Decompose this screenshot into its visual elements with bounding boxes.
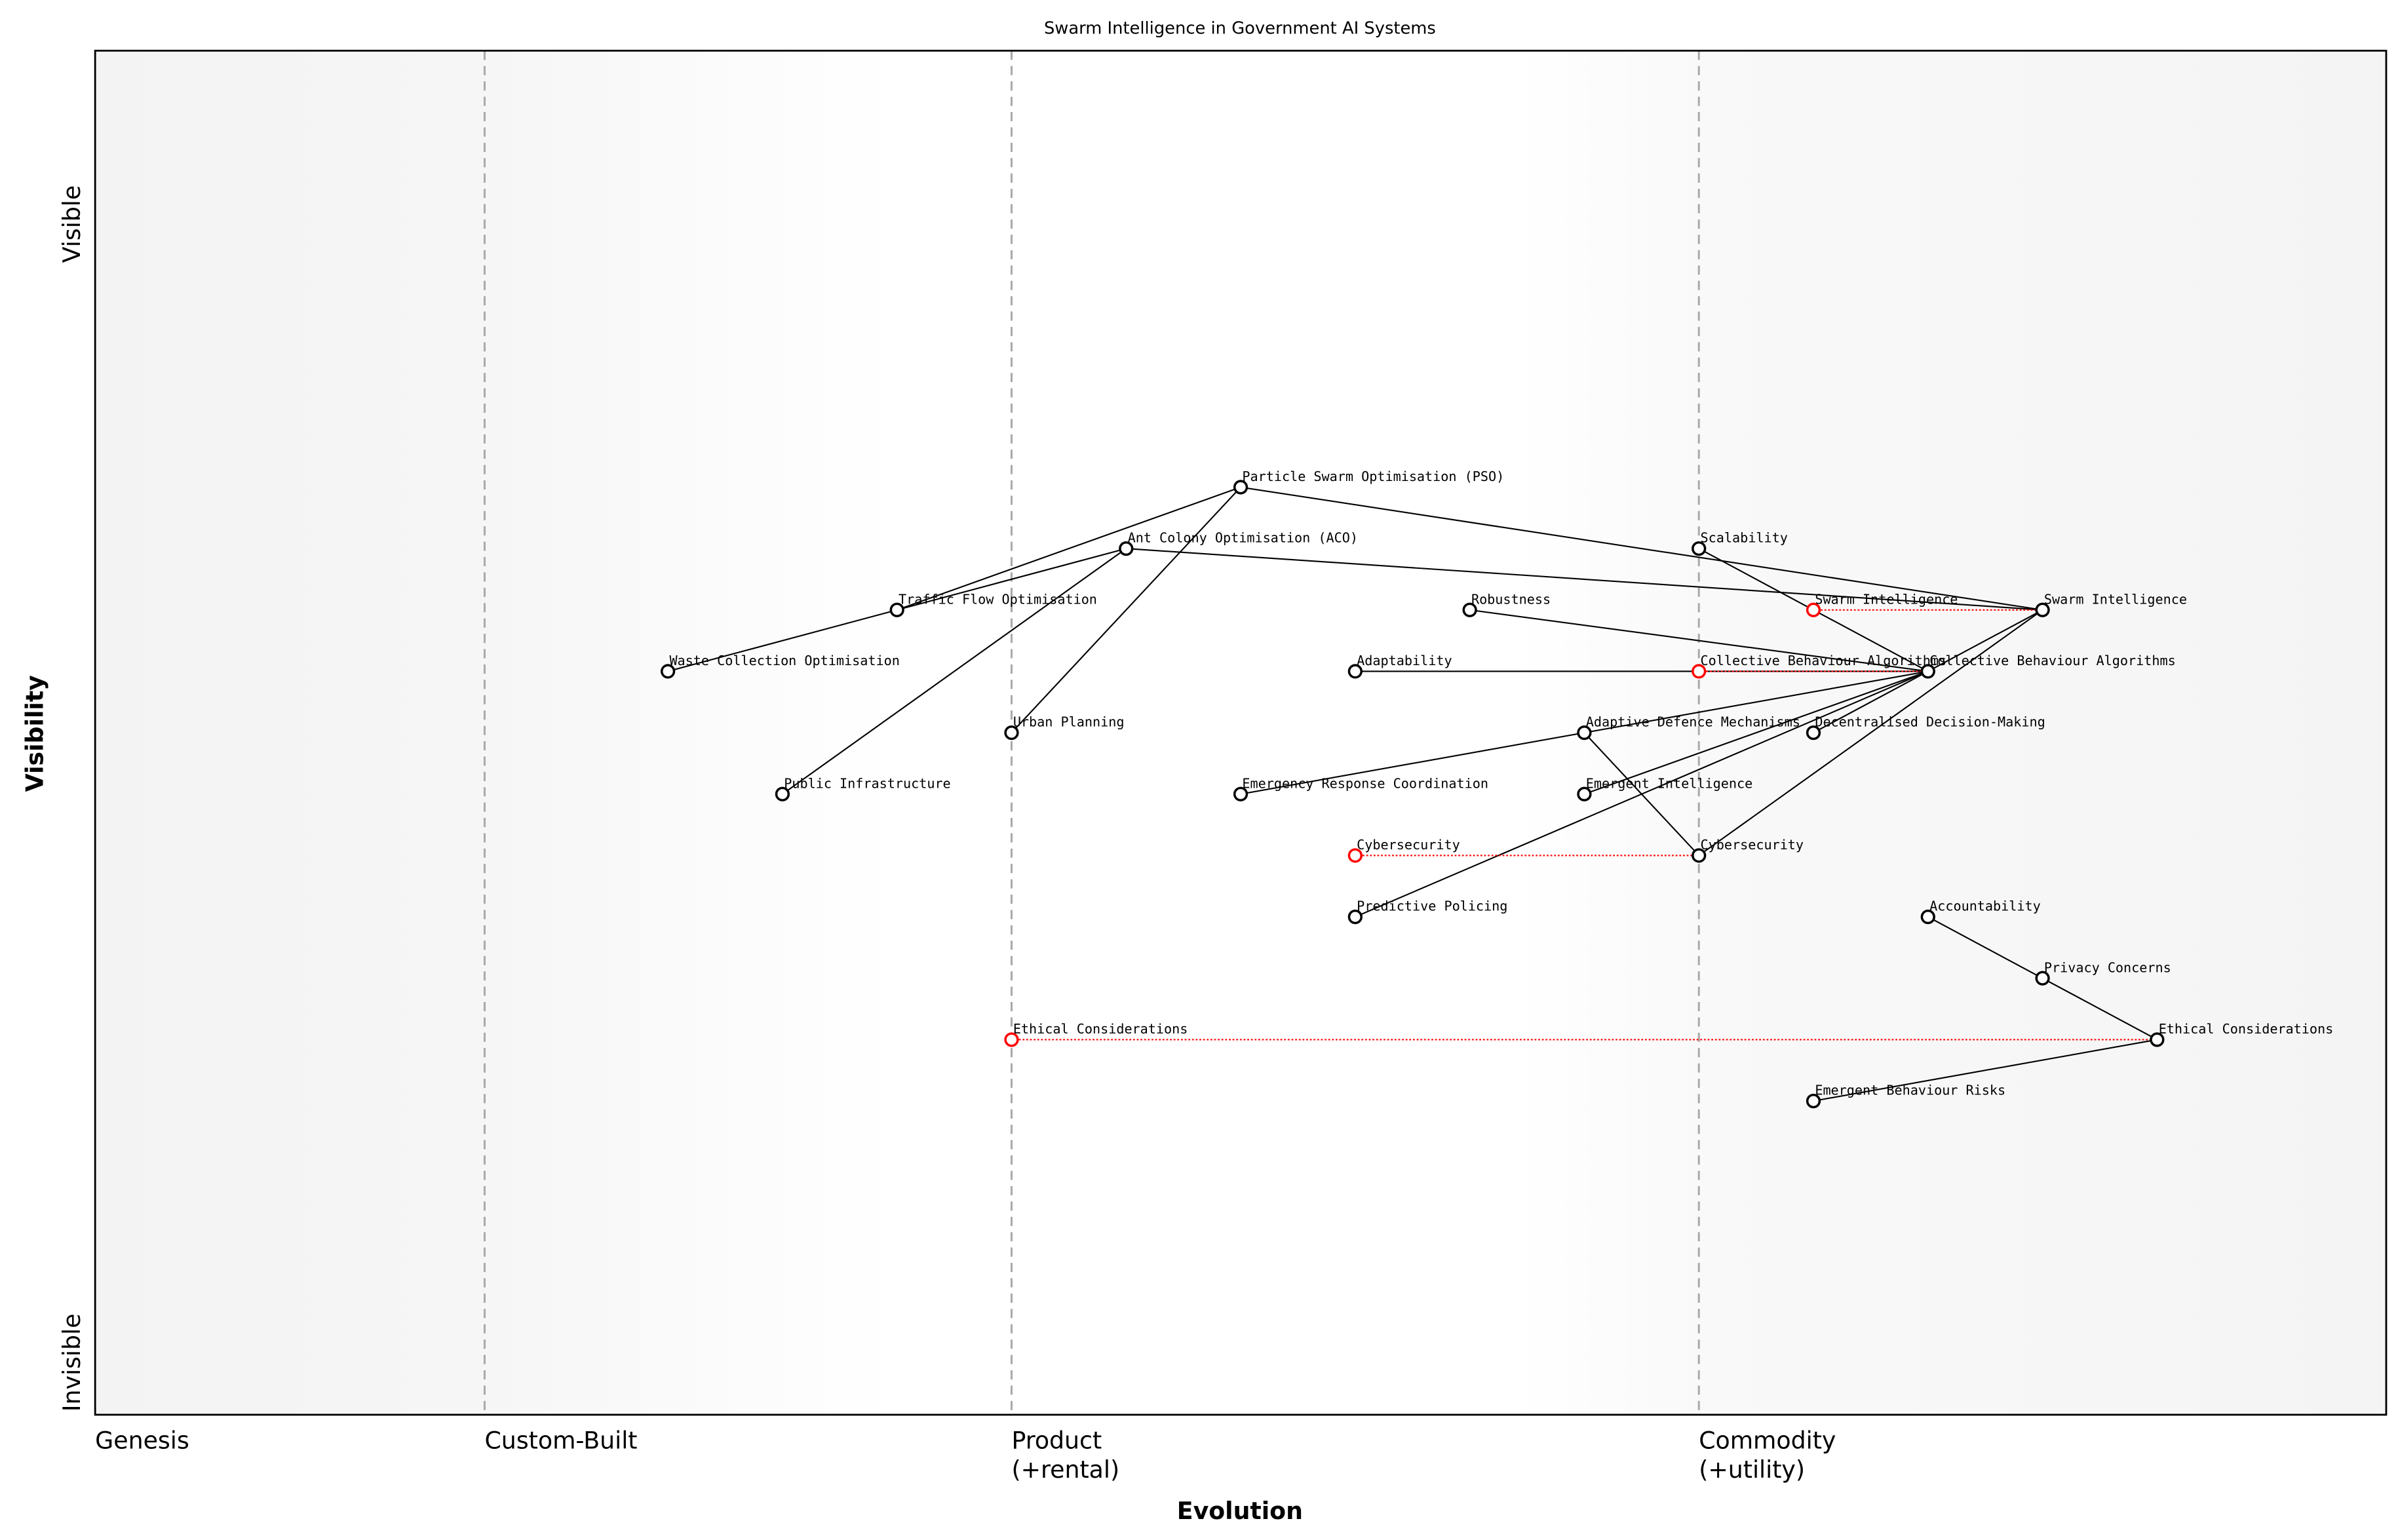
evolved-component-label: Swarm Intelligence — [1815, 591, 1958, 607]
component-label: Predictive Policing — [1357, 898, 1507, 914]
component-label: Scalability — [1701, 530, 1788, 546]
dependency-link — [1126, 548, 2043, 611]
y-axis-label: Visibility — [21, 675, 49, 792]
component-label: Emergent Behaviour Risks — [1815, 1083, 2005, 1098]
dependency-link — [1813, 670, 1929, 734]
component-node[interactable] — [1577, 786, 1592, 801]
dependency-link — [1469, 609, 1928, 672]
evolved-component-node[interactable] — [1347, 848, 1363, 863]
component-node[interactable] — [1692, 541, 1707, 556]
dependency-link — [1011, 486, 1241, 733]
component-label: Decentralised Decision-Making — [1815, 714, 2045, 730]
evolved-component-label: Ethical Considerations — [1013, 1021, 1188, 1037]
component-label: Accountability — [1929, 898, 2041, 914]
component-label: Cybersecurity — [1701, 837, 1804, 853]
dependency-link — [2042, 977, 2158, 1041]
dependency-link — [667, 609, 897, 672]
component-label: Particle Swarm Optimisation (PSO) — [1242, 469, 1504, 484]
component-node[interactable] — [2150, 1032, 2165, 1047]
component-label: Public Infrastructure — [784, 775, 950, 791]
component-label: Waste Collection Optimisation — [669, 653, 899, 668]
component-label: Adaptability — [1357, 653, 1452, 668]
plot-frame — [94, 49, 2388, 1416]
component-node[interactable] — [1806, 725, 1821, 741]
evolved-component-node[interactable] — [1692, 664, 1707, 679]
y-tick-visible: Visible — [58, 185, 86, 263]
component-node[interactable] — [1119, 541, 1134, 556]
component-node[interactable] — [1692, 848, 1707, 863]
stage-label: Custom-Built — [484, 1426, 637, 1454]
component-node[interactable] — [1347, 909, 1363, 925]
component-node[interactable] — [1233, 480, 1248, 495]
stage-label: Product (+rental) — [1011, 1426, 1119, 1483]
dependency-link — [1240, 732, 1585, 795]
component-label: Emergency Response Coordination — [1242, 775, 1488, 791]
component-label: Adaptive Defence Mechanisms — [1586, 714, 1800, 730]
component-node[interactable] — [1920, 909, 1935, 925]
component-node[interactable] — [2035, 971, 2050, 986]
evolved-component-label: Collective Behaviour Algorithms — [1701, 653, 1947, 668]
dependency-link — [1698, 609, 2043, 857]
y-tick-invisible: Invisible — [58, 1313, 86, 1412]
component-label: Ant Colony Optimisation (ACO) — [1128, 530, 1358, 546]
component-node[interactable] — [775, 786, 790, 801]
dependency-link — [1584, 670, 1928, 734]
dependency-link — [1583, 732, 1699, 857]
stage-label: Genesis — [95, 1426, 189, 1454]
component-node[interactable] — [1806, 1093, 1821, 1109]
dependency-link — [1813, 1039, 2158, 1102]
dependency-link — [1927, 916, 2043, 979]
component-node[interactable] — [889, 602, 904, 617]
component-node[interactable] — [2035, 602, 2050, 617]
evolved-component-label: Cybersecurity — [1357, 837, 1460, 853]
component-label: Ethical Considerations — [2159, 1021, 2334, 1037]
x-axis-label: Evolution — [1177, 1497, 1303, 1525]
stage-label: Commodity (+utility) — [1699, 1426, 1836, 1483]
component-label: Swarm Intelligence — [2044, 591, 2187, 607]
component-label: Urban Planning — [1013, 714, 1125, 730]
component-label: Emergent Intelligence — [1586, 775, 1752, 791]
dependency-link — [1240, 486, 2043, 611]
chart-title: Swarm Intelligence in Government AI Syst… — [1044, 19, 1436, 39]
component-label: Collective Behaviour Algorithms — [1929, 653, 2176, 668]
component-label: Robustness — [1471, 591, 1551, 607]
component-node[interactable] — [1347, 664, 1363, 679]
component-label: Traffic Flow Optimisation — [899, 591, 1097, 607]
dependency-link — [782, 548, 1127, 795]
component-node[interactable] — [1233, 786, 1248, 801]
component-node[interactable] — [1577, 725, 1592, 741]
evolved-component-node[interactable] — [1004, 1032, 1019, 1047]
dependency-link — [897, 486, 1241, 611]
component-label: Privacy Concerns — [2044, 959, 2171, 975]
dependency-link — [897, 548, 1127, 611]
component-node[interactable] — [1462, 602, 1477, 617]
component-node[interactable] — [660, 664, 676, 679]
dependency-link — [1927, 609, 2043, 672]
plot-background — [95, 50, 2386, 1415]
dependency-link — [1584, 670, 1929, 795]
component-node[interactable] — [1004, 725, 1019, 741]
component-node[interactable] — [1920, 664, 1935, 679]
evolved-component-node[interactable] — [1806, 602, 1821, 617]
